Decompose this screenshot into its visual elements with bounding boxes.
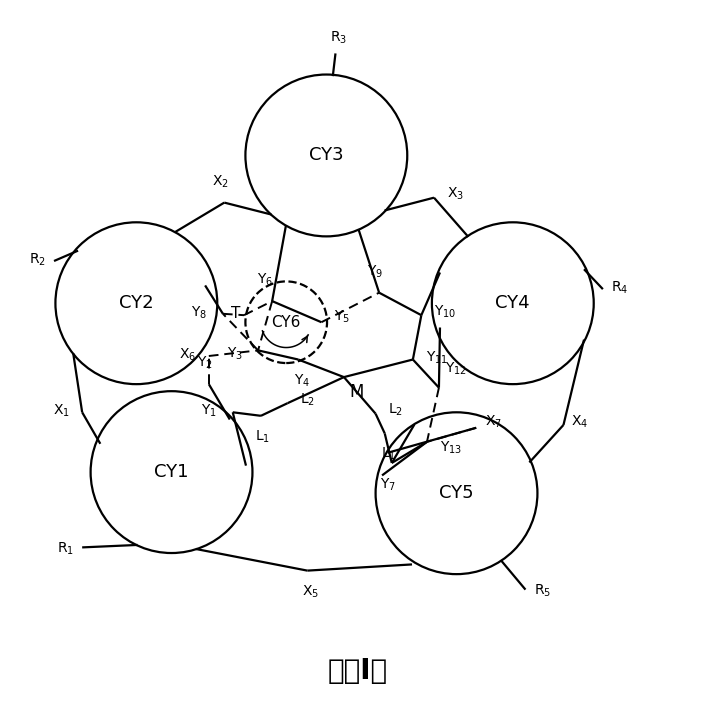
Text: R$_2$: R$_2$ [29, 251, 46, 268]
Text: L$_2$: L$_2$ [388, 402, 403, 419]
Text: R$_1$: R$_1$ [57, 540, 74, 557]
Text: X$_5$: X$_5$ [302, 583, 319, 600]
Text: CY2: CY2 [119, 294, 154, 313]
Text: Y$_1$: Y$_1$ [201, 403, 217, 419]
Text: Y$_{11}$: Y$_{11}$ [425, 350, 448, 366]
Text: Y$_3$: Y$_3$ [226, 346, 243, 362]
Text: X$_6$: X$_6$ [179, 347, 196, 363]
Text: X$_3$: X$_3$ [447, 186, 464, 202]
Text: L$_1$: L$_1$ [255, 429, 270, 445]
Text: CY5: CY5 [439, 484, 474, 502]
Text: 式（I）: 式（I） [328, 657, 388, 685]
Text: R$_5$: R$_5$ [534, 583, 551, 600]
Text: CY6: CY6 [271, 315, 301, 330]
Text: X$_7$: X$_7$ [485, 414, 502, 430]
Text: T: T [231, 306, 241, 321]
Text: R$_4$: R$_4$ [611, 280, 629, 296]
Text: X$_2$: X$_2$ [213, 174, 229, 190]
Text: X$_4$: X$_4$ [571, 413, 588, 429]
Text: CY1: CY1 [154, 463, 189, 481]
Text: CY4: CY4 [495, 294, 530, 313]
Text: L$_1$: L$_1$ [381, 446, 396, 463]
Text: Y$_7$: Y$_7$ [380, 477, 396, 493]
Text: M: M [349, 383, 364, 401]
Text: Y$_6$: Y$_6$ [257, 272, 274, 288]
Text: Y$_{10}$: Y$_{10}$ [434, 303, 456, 320]
Text: Y$_9$: Y$_9$ [367, 263, 384, 280]
Text: Y$_{12}$: Y$_{12}$ [445, 361, 467, 377]
Text: Y$_5$: Y$_5$ [334, 308, 350, 325]
Text: L$_2$: L$_2$ [300, 392, 315, 408]
Text: Y$_8$: Y$_8$ [191, 304, 208, 320]
Text: X$_1$: X$_1$ [52, 403, 69, 419]
Text: Y$_4$: Y$_4$ [294, 372, 310, 389]
Text: Y$_2$: Y$_2$ [198, 355, 213, 372]
Text: Y$_{13}$: Y$_{13}$ [440, 439, 462, 456]
Text: R$_3$: R$_3$ [330, 30, 347, 46]
Text: CY3: CY3 [309, 147, 344, 164]
